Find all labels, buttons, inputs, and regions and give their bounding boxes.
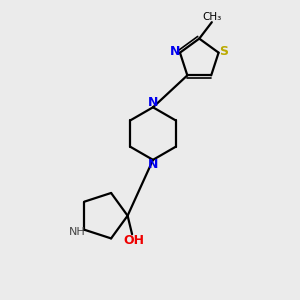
- Text: N: N: [169, 45, 180, 58]
- Text: S: S: [220, 45, 229, 58]
- Text: N: N: [148, 96, 158, 109]
- Text: CH₃: CH₃: [202, 12, 221, 22]
- Text: OH: OH: [123, 234, 144, 247]
- Text: N: N: [148, 158, 158, 171]
- Text: NH: NH: [68, 227, 85, 237]
